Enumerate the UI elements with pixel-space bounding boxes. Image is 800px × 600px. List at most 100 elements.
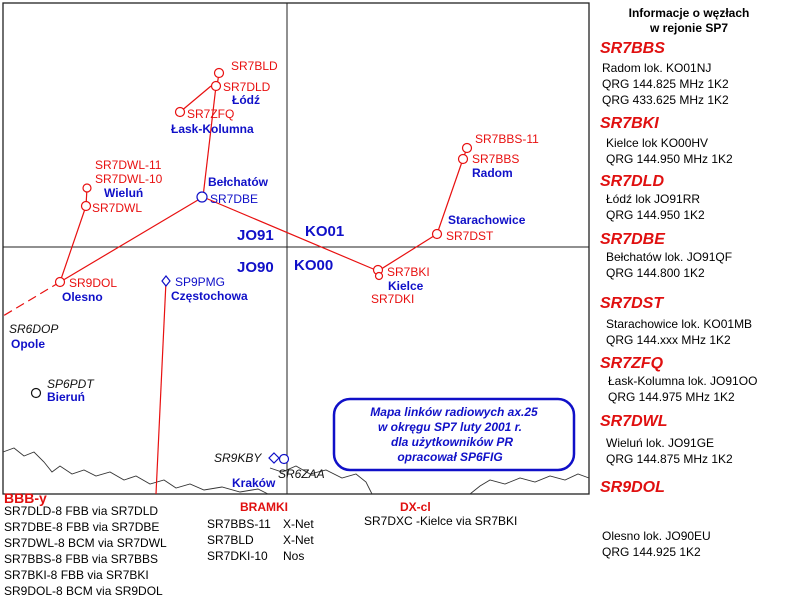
marker-sr7dbe <box>196 191 208 203</box>
label-sr7bld: SR7BLD <box>231 59 278 73</box>
node-sr7dwl-call: SR7DWL <box>600 413 668 430</box>
label-sp6pdt: SP6PDT <box>47 377 95 391</box>
node-sr7dst-line-1: Starachowice lok. KO01MB <box>606 317 753 331</box>
node-sr7dbe-call: SR7DBE <box>600 231 665 248</box>
node-sr7zfq-line-2: QRG 144.975 MHz 1K2 <box>608 390 735 404</box>
bramki-item: SR7BBS-11 X-Net <box>207 516 314 532</box>
node-sr7bbs-line-1: Radom lok. KO01NJ <box>602 61 712 75</box>
bbb-item: SR7DBE-8 FBB via SR7DBE <box>4 520 160 534</box>
label-wielun: Wieluń <box>104 186 143 200</box>
caption: Mapa linków radiowych ax.25 w okręgu SP7… <box>370 405 538 464</box>
label-lodz: Łódź <box>232 93 260 107</box>
link-sr9dol-sr6dop <box>2 281 61 317</box>
label-sr9dol: SR9DOL <box>69 276 117 290</box>
node-sr7bki-line-1: Kielce lok KO00HV <box>606 136 709 150</box>
node-sr9dol-line-2: QRG 144.925 1K2 <box>602 545 701 559</box>
station-markers <box>30 67 473 465</box>
marker-sr7dwl <box>80 200 92 212</box>
label-sr7dwl11: SR7DWL-11 <box>95 158 162 172</box>
node-sr7dst-line-2: QRG 144.xxx MHz 1K2 <box>606 333 731 347</box>
label-belchatow: Bełchatów <box>208 175 269 189</box>
marker-sr9kby <box>268 452 280 464</box>
bbb-item: SR7DWL-8 BCM via SR7DWL <box>4 536 167 550</box>
bbb-item: SR9DOL-8 BCM via SR9DOL <box>4 584 163 598</box>
panel-title-2: w rejonie SP7 <box>649 21 729 35</box>
label-sr7bbs11: SR7BBS-11 <box>475 132 539 146</box>
link-sr9dol-sr7dwl <box>59 205 87 283</box>
bramki-call: SR7DKI-10 <box>207 549 268 563</box>
label-krakow: Kraków <box>232 476 276 490</box>
label-sr7dwl: SR7DWL <box>92 201 142 215</box>
bramki-heading: BRAMKI <box>240 500 288 514</box>
marker-sr9dol <box>54 276 66 288</box>
label-sr6zaa: SR6ZAA <box>278 467 325 481</box>
marker-sr7zfq <box>174 106 186 118</box>
grid-labels: JO91 KO01 JO90 KO00 <box>237 223 344 276</box>
grid-label-ko00: KO00 <box>294 257 333 274</box>
label-starachowice: Starachowice <box>448 213 526 227</box>
label-sr7dbe: SR7DBE <box>210 192 258 206</box>
node-sr7dld-line-2: QRG 144.950 1K2 <box>606 208 705 222</box>
marker-sr7dld <box>210 80 222 92</box>
marker-sr7bld <box>213 67 225 79</box>
border-outline <box>2 447 269 495</box>
label-opole: Opole <box>11 337 45 351</box>
label-sr7zfq: SR7ZFQ <box>187 107 234 121</box>
link-sr7dbe-sr9dol <box>59 196 204 283</box>
label-sr7dwl10: SR7DWL-10 <box>95 172 163 186</box>
label-czestochowa: Częstochowa <box>171 289 248 303</box>
bramki-net: X-Net <box>283 533 314 547</box>
grid-label-ko01: KO01 <box>305 223 344 240</box>
node-sr7bki-line-2: QRG 144.950 MHz 1K2 <box>606 152 733 166</box>
marker-sp9pmg <box>161 275 171 287</box>
node-sr7dld-line-1: Łódź lok JO91RR <box>606 192 701 206</box>
marker-sr7dst <box>431 228 443 240</box>
caption-line-3: dla użytkowników PR <box>391 435 513 449</box>
label-sr6dop: SR6DOP <box>9 322 58 336</box>
marker-sr6zaa <box>278 453 290 465</box>
node-sr7zfq-line-1: Łask-Kolumna lok. JO91OO <box>608 374 758 388</box>
node-sr7dbe-line-1: Bełchatów lok. JO91QF <box>606 250 733 264</box>
grid-label-jo90: JO90 <box>237 259 274 276</box>
node-sr7bbs-call: SR7BBS <box>600 40 665 57</box>
label-sr7bki: SR7BKI <box>387 265 430 279</box>
dx-heading: DX-cl <box>400 500 431 514</box>
label-sr7dld: SR7DLD <box>223 80 271 94</box>
node-sr7dbe-line-2: QRG 144.800 1K2 <box>606 266 705 280</box>
link-sr7dbe-sr7bki <box>202 196 379 272</box>
bramki-call: SR7BLD <box>207 533 254 547</box>
bbb-item: SR7BBS-8 FBB via SR7BBS <box>4 552 159 566</box>
label-sr7bbs: SR7BBS <box>472 152 519 166</box>
link-sr7dld-sr7dbe <box>202 85 217 198</box>
caption-box <box>332 397 576 472</box>
border-outline-3 <box>469 473 590 495</box>
node-sr7bbs-line-3: QRG 433.625 MHz 1K2 <box>602 93 729 107</box>
node-sr7dld-call: SR7DLD <box>600 173 665 190</box>
node-sr7zfq-call: SR7ZFQ <box>600 355 664 372</box>
bramki-net: X-Net <box>283 517 314 531</box>
label-sr7dki: SR7DKI <box>371 292 414 306</box>
bramki-list: SR7BBS-11 X-Net SR7BLD X-Net SR7DKI-10 Nos <box>207 516 314 564</box>
caption-line-2: w okręgu SP7 luty 2001 r. <box>378 420 522 434</box>
caption-line-1: Mapa linków radiowych ax.25 <box>370 405 538 419</box>
label-olesno: Olesno <box>62 290 103 304</box>
marker-sr7bbs <box>457 153 469 165</box>
label-sp9pmg: SP9PMG <box>175 275 225 289</box>
panel-title-1: Informacje o węzłach <box>628 6 750 20</box>
node-sr7bki-call: SR7BKI <box>600 115 659 132</box>
marker-sp6pdt <box>30 387 42 399</box>
link-sp9pmg-south <box>155 280 167 495</box>
bbb-item: SR7DLD-8 FBB via SR7DLD <box>4 504 159 518</box>
bramki-item: SR7BLD X-Net <box>207 532 314 548</box>
caption-line-4: opracował SP6FIG <box>397 450 502 464</box>
node-sr7dwl-line-1: Wieluń lok. JO91GE <box>606 436 715 450</box>
bbb-heading: BBB-y <box>4 490 47 506</box>
grid-label-jo91: JO91 <box>237 227 274 244</box>
label-sr7dst: SR7DST <box>446 229 494 243</box>
border-outline-2 <box>269 465 373 495</box>
label-kielce: Kielce <box>388 279 424 293</box>
link-sr7zfq-sr7dld <box>179 85 212 113</box>
node-sr7dwl-line-2: QRG 144.875 MHz 1K2 <box>606 452 733 466</box>
marker-sr7bbs11 <box>461 142 473 154</box>
marker-sr7dwl10 <box>82 183 92 193</box>
